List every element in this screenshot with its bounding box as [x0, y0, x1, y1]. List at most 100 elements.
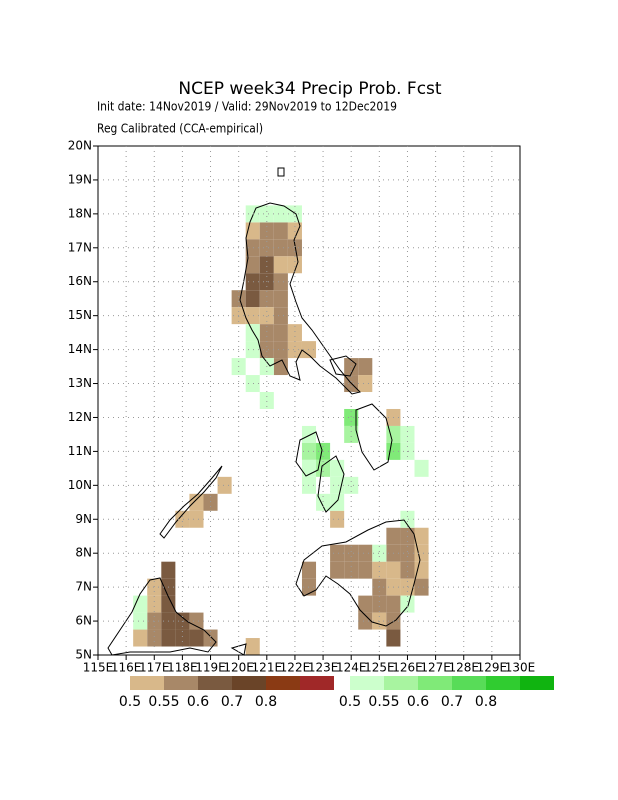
y-tick-label: 12N [68, 410, 92, 424]
prob-cell [358, 561, 373, 579]
prob-cell [386, 425, 401, 443]
prob-cell [414, 561, 429, 579]
x-tick-label: 120E [223, 661, 254, 675]
prob-cell [287, 256, 302, 274]
coastline [355, 403, 393, 471]
y-tick-label: 17N [68, 240, 92, 254]
prob-cell [400, 595, 415, 613]
coastline [277, 167, 285, 177]
prob-cell [414, 578, 429, 596]
prob-cell [245, 273, 260, 291]
x-tick-label: 125E [364, 661, 395, 675]
prob-cell [245, 341, 260, 359]
legend-swatch [384, 676, 418, 690]
prob-cell [301, 425, 317, 443]
legend-swatch [266, 676, 300, 690]
prob-cell [189, 629, 204, 647]
legend-label: 0.6 [407, 694, 429, 710]
legend-label: 0.55 [148, 694, 179, 710]
prob-cell [344, 561, 359, 579]
y-tick-label: 18N [68, 206, 92, 220]
prob-cell [358, 375, 373, 393]
x-tick-label: 117E [139, 661, 170, 675]
prob-cell [259, 205, 274, 223]
prob-cell [414, 527, 429, 545]
prob-cell [245, 205, 260, 223]
prob-cell [358, 595, 373, 613]
coastline [107, 577, 217, 656]
prob-cell [147, 578, 162, 596]
legend-swatch [164, 676, 198, 690]
prob-cell [245, 239, 260, 257]
coastlines [107, 167, 421, 656]
prob-cell [161, 561, 176, 579]
prob-cell [189, 510, 204, 528]
cells [133, 205, 429, 655]
prob-cell [259, 392, 274, 409]
y-tick-label: 6N [75, 614, 92, 628]
prob-cell [344, 476, 359, 494]
prob-cell [259, 324, 274, 342]
prob-cell [133, 629, 148, 647]
prob-cell [386, 527, 401, 545]
note: Reg Calibrated (CCA-empirical) [97, 122, 263, 136]
legend-label: 0.7 [441, 694, 463, 710]
coastline [239, 202, 361, 395]
prob-cell [330, 459, 345, 477]
prob-cell [231, 290, 246, 308]
legend-swatch [486, 676, 520, 690]
prob-cell [217, 476, 232, 494]
y-tick-label: 8N [75, 546, 92, 560]
legend-label: 0.7 [221, 694, 243, 710]
prob-cell [175, 510, 190, 528]
coastline [159, 465, 223, 539]
y-tick-label: 5N [75, 648, 92, 662]
prob-cell [259, 307, 274, 325]
prob-cell [358, 358, 373, 376]
x-tick-label: 123E [308, 661, 339, 675]
prob-cell [273, 290, 288, 308]
prob-cell [414, 459, 429, 477]
prob-cell [344, 425, 359, 443]
x-tick-label: 121E [252, 661, 283, 675]
prob-cell [161, 595, 176, 613]
prob-cell [400, 544, 415, 562]
prob-cell [273, 307, 288, 325]
prob-cell [273, 324, 288, 342]
prob-cell [330, 476, 345, 494]
legend-label: 0.8 [255, 694, 277, 710]
legend-swatch [520, 676, 554, 690]
y-tick-label: 20N [68, 139, 92, 153]
title: NCEP week34 Precip Prob. Fcst [178, 79, 442, 99]
legend-swatch [300, 676, 334, 690]
legend-swatch [350, 676, 384, 690]
prob-cell [400, 425, 415, 443]
prob-cell [133, 595, 148, 613]
prob-cell [203, 629, 218, 647]
prob-cell [245, 375, 260, 393]
prob-cell [386, 595, 401, 613]
x-tick-label: 124E [336, 661, 367, 675]
legend-swatch [130, 676, 164, 690]
prob-cell [203, 493, 218, 511]
prob-cell [273, 239, 288, 257]
y-tick-label: 13N [68, 376, 92, 390]
axes: 5N 6N 7N 8N 9N 10N 11N 12N 13N 14N 15N 16N 17N 18N 19N… [68, 139, 536, 675]
y-tick-label: 16N [68, 274, 92, 288]
legend-swatch [232, 676, 266, 690]
x-tick-label: 127E [420, 661, 451, 675]
y-tick-label: 14N [68, 342, 92, 356]
y-tick-label: 10N [68, 478, 92, 492]
coastline [329, 355, 357, 377]
x-tick-label: 128E [448, 661, 479, 675]
legend-label: 0.55 [368, 694, 399, 710]
coastline [295, 519, 421, 627]
prob-cell [133, 612, 148, 630]
x-tick-label: 130E [505, 661, 536, 675]
prob-cell [273, 222, 288, 240]
x-tick-label: 126E [392, 661, 423, 675]
prob-cell [372, 578, 387, 596]
y-tick-label: 9N [75, 512, 92, 526]
